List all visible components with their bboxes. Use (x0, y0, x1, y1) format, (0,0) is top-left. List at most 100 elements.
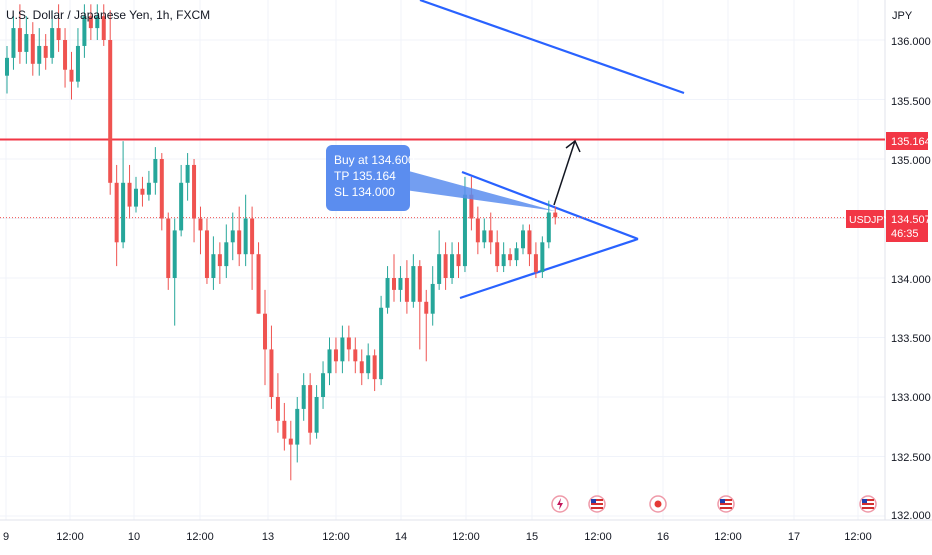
candle[interactable] (108, 10, 113, 195)
us-flag-icon[interactable] (859, 495, 877, 513)
candle[interactable] (37, 28, 42, 76)
candle[interactable] (185, 153, 190, 201)
candle[interactable] (482, 218, 487, 249)
candle[interactable] (372, 349, 377, 392)
candle[interactable] (424, 289, 429, 362)
candle[interactable] (75, 28, 80, 88)
candle[interactable] (217, 242, 222, 284)
candle[interactable] (340, 325, 345, 374)
candle[interactable] (450, 242, 455, 284)
candle[interactable] (346, 325, 351, 362)
candle[interactable] (146, 170, 151, 201)
candle[interactable] (301, 373, 306, 421)
candle[interactable] (392, 254, 396, 302)
candle[interactable] (88, 4, 93, 40)
candle[interactable] (230, 212, 235, 261)
price-axis[interactable]: JPY 136.000 135.500 135.000 134.000 133.… (891, 10, 931, 522)
candle[interactable] (321, 361, 326, 409)
candle[interactable] (533, 242, 538, 278)
candle[interactable] (179, 164, 184, 237)
candle[interactable] (495, 230, 500, 273)
candle[interactable] (456, 242, 461, 278)
candle[interactable] (237, 206, 242, 267)
candle[interactable] (63, 28, 68, 88)
candle[interactable] (17, 4, 22, 64)
time-axis[interactable]: 9 12:00 10 12:00 13 12:00 14 12:00 15 12… (3, 531, 872, 543)
candle[interactable] (134, 176, 138, 213)
candle[interactable] (404, 260, 409, 314)
candle[interactable] (250, 206, 255, 290)
candle[interactable] (56, 4, 61, 52)
candle[interactable] (101, 4, 106, 46)
candle[interactable] (514, 242, 519, 267)
candle[interactable] (275, 373, 280, 433)
triangle-lower-line[interactable] (459, 237, 639, 300)
candle[interactable] (5, 45, 9, 94)
candle[interactable] (469, 176, 474, 231)
candle[interactable] (204, 218, 209, 284)
candle[interactable] (366, 343, 371, 380)
candle[interactable] (50, 10, 55, 64)
triangle-upper-line[interactable] (461, 170, 639, 241)
candle[interactable] (327, 337, 332, 386)
candle[interactable] (30, 22, 35, 76)
candle[interactable] (540, 236, 545, 278)
candle[interactable] (385, 266, 390, 314)
candle[interactable] (243, 194, 248, 267)
us-flag-icon[interactable] (588, 495, 606, 513)
candle[interactable] (153, 147, 158, 195)
candle-body (521, 230, 525, 249)
candle[interactable] (288, 420, 293, 481)
candle[interactable] (43, 34, 48, 70)
candle-body (269, 349, 274, 397)
candle[interactable] (430, 266, 435, 326)
candle[interactable] (211, 236, 216, 290)
candle[interactable] (308, 373, 313, 445)
candle[interactable] (172, 218, 177, 326)
candle[interactable] (159, 153, 164, 231)
candle[interactable] (501, 242, 506, 273)
candle[interactable] (359, 349, 364, 386)
candle[interactable] (140, 176, 145, 207)
candle[interactable] (95, 4, 100, 40)
record-icon[interactable] (649, 495, 667, 513)
candle[interactable] (82, 4, 87, 58)
candle-body (63, 40, 68, 70)
candle[interactable] (224, 224, 229, 278)
candle[interactable] (411, 254, 416, 308)
candle[interactable] (314, 385, 319, 439)
candle[interactable] (417, 260, 422, 350)
candle[interactable] (546, 200, 551, 249)
target-arrow[interactable] (553, 140, 576, 206)
candle[interactable] (508, 248, 513, 267)
candle[interactable] (166, 212, 171, 290)
candle[interactable] (379, 295, 384, 386)
candle[interactable] (398, 266, 403, 302)
candle[interactable] (553, 206, 558, 225)
candle[interactable] (488, 212, 493, 255)
candle[interactable] (521, 224, 525, 255)
candle[interactable] (263, 289, 267, 386)
candle[interactable] (282, 402, 287, 451)
us-flag-icon[interactable] (717, 495, 735, 513)
candle[interactable] (437, 230, 442, 290)
candle[interactable] (121, 141, 126, 249)
candle[interactable] (333, 337, 338, 374)
callout-box[interactable] (326, 145, 410, 211)
candle[interactable] (69, 51, 74, 100)
candle[interactable] (192, 159, 197, 243)
candle[interactable] (527, 224, 532, 267)
candle[interactable] (114, 164, 119, 267)
candle[interactable] (269, 325, 274, 409)
candle[interactable] (443, 242, 448, 290)
candle[interactable] (475, 206, 480, 255)
candle[interactable] (11, 16, 16, 70)
candle[interactable] (24, 16, 29, 64)
upper-trendline[interactable] (419, 0, 685, 95)
candle[interactable] (256, 242, 261, 314)
candle[interactable] (353, 337, 358, 374)
candle[interactable] (127, 164, 132, 219)
candle[interactable] (295, 397, 300, 463)
candle[interactable] (198, 206, 203, 255)
